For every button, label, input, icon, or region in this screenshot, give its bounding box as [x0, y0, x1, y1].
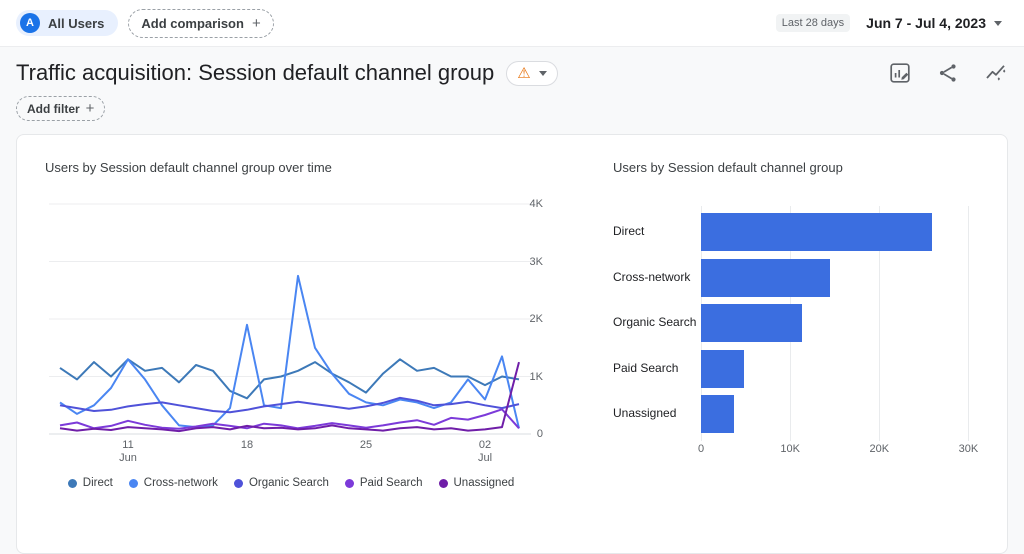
legend-color-dot	[233, 478, 243, 488]
legend-label: Paid Search	[359, 477, 423, 489]
caret-down-icon	[538, 70, 547, 76]
audience-avatar-icon: A	[20, 13, 40, 33]
line-chart-title: Users by Session default channel group o…	[45, 160, 332, 175]
line-series-unassigned[interactable]	[59, 361, 520, 433]
legend-color-dot	[344, 478, 354, 488]
y-axis-label: 3K	[529, 255, 543, 268]
data-quality-button[interactable]: ⚠	[506, 60, 558, 86]
x-axis-label: 25	[359, 439, 373, 451]
plus-icon: +	[85, 100, 95, 117]
legend-item: Cross-network	[128, 477, 218, 489]
date-range-label: Jun 7 - Jul 4, 2023	[866, 15, 986, 31]
legend-label: Organic Search	[248, 477, 329, 489]
legend-item: Organic Search	[233, 477, 329, 489]
x-axis-label: 11 Jun	[119, 439, 137, 464]
plus-icon: +	[251, 14, 261, 32]
legend-label: Cross-network	[143, 477, 218, 489]
bar-x-axis-label: 0	[697, 443, 705, 455]
bar-organic-search[interactable]	[701, 304, 802, 342]
comparison-chips: A All Users Add comparison +	[16, 8, 274, 38]
date-range-area: Last 28 days Jun 7 - Jul 4, 2023	[775, 14, 1008, 32]
page-title: Traffic acquisition: Session default cha…	[16, 60, 495, 85]
caret-down-icon	[994, 20, 1002, 26]
line-chart-legend: Direct Cross-network Organic Search Paid Se…	[17, 477, 565, 489]
line-series-direct[interactable]	[59, 358, 520, 400]
y-axis-label: 1K	[529, 370, 543, 383]
bar-x-axis-label: 10K	[780, 443, 800, 455]
legend-item: Direct	[67, 477, 113, 489]
add-filter-label: Add filter	[27, 101, 80, 116]
legend-color-dot	[128, 478, 138, 488]
x-axis-label: 18	[240, 439, 254, 451]
bar-category-label: Unassigned	[613, 406, 677, 420]
line-chart-plot[interactable]	[49, 196, 539, 436]
legend-label: Unassigned	[453, 477, 515, 489]
date-range-selector[interactable]: Jun 7 - Jul 4, 2023	[860, 14, 1008, 32]
legend-color-dot	[438, 478, 448, 488]
gridline	[879, 206, 881, 441]
add-filter-button[interactable]: Add filter +	[16, 96, 106, 121]
add-comparison-button[interactable]: Add comparison +	[128, 8, 274, 38]
filter-row: Add filter +	[0, 86, 1024, 121]
bar-paid-search[interactable]	[701, 349, 744, 388]
bar-chart-plot[interactable]	[701, 206, 997, 441]
add-comparison-label: Add comparison	[141, 15, 244, 31]
bar-category-label: Direct	[613, 224, 645, 238]
bar-direct[interactable]	[701, 213, 932, 251]
bar-cross-network[interactable]	[701, 258, 831, 297]
y-axis-label: 2K	[529, 313, 543, 325]
bar-category-label: Paid Search	[613, 360, 679, 375]
bar-chart-title: Users by Session default channel group	[613, 160, 843, 175]
bar-x-axis-label: 20K	[869, 443, 890, 455]
share-icon	[939, 64, 956, 82]
report-toolbar	[888, 61, 1008, 85]
audience-label: All Users	[48, 15, 105, 31]
report-title-row: Traffic acquisition: Session default cha…	[0, 47, 1024, 86]
legend-item: Paid Search	[344, 477, 423, 489]
insights-button[interactable]	[984, 61, 1008, 85]
line-series-organic-search[interactable]	[59, 396, 520, 414]
share-button[interactable]	[936, 61, 960, 85]
date-preset-badge: Last 28 days	[775, 14, 851, 32]
legend-label: Direct	[82, 477, 113, 489]
y-axis-label: 4K	[529, 198, 543, 210]
all-users-chip[interactable]: A All Users	[16, 10, 119, 36]
legend-color-dot	[67, 478, 77, 488]
legend-item: Unassigned	[438, 477, 515, 489]
bar-category-label: Cross-network	[613, 269, 691, 284]
y-axis-label: 0	[536, 428, 543, 440]
insights-icon	[986, 65, 1006, 81]
bar-unassigned[interactable]	[701, 395, 734, 433]
charts-card: Users by Session default channel group o…	[16, 134, 1008, 554]
x-axis-label: 02 Jul	[477, 439, 493, 464]
bar-category-label: Organic Search	[613, 315, 697, 329]
customize-report-button[interactable]	[888, 61, 912, 85]
line-series-paid-search[interactable]	[59, 408, 520, 430]
customize-report-icon	[890, 63, 910, 83]
gridline	[968, 206, 970, 441]
bar-x-axis-label: 30K	[958, 443, 979, 455]
warning-icon: ⚠	[517, 64, 531, 82]
comparison-bar: A All Users Add comparison + Last 28 day…	[0, 0, 1024, 47]
